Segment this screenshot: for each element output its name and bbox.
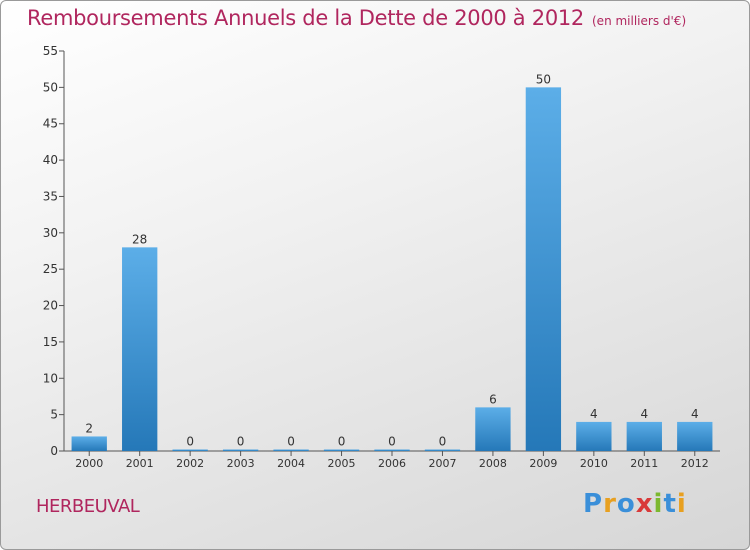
x-tick-label: 2006 [378, 457, 406, 470]
logo-letter: i [653, 489, 664, 519]
bar [424, 449, 461, 451]
x-tick-label: 2012 [681, 457, 709, 470]
y-tick-label: 25 [43, 262, 58, 276]
x-tick-label: 2008 [479, 457, 507, 470]
logo-letter: i [676, 489, 687, 519]
x-tick-label: 2010 [580, 457, 608, 470]
data-label: 0 [287, 435, 295, 449]
y-tick-label: 5 [50, 408, 58, 422]
logo-letter: P [583, 489, 604, 519]
x-tick-label: 2003 [227, 457, 255, 470]
data-label: 4 [691, 407, 699, 421]
y-tick-label: 35 [43, 189, 58, 203]
logo-letter: o [616, 489, 636, 519]
bar [626, 421, 662, 451]
bar [323, 449, 360, 451]
bar [374, 449, 410, 451]
data-label: 0 [388, 435, 396, 449]
logo-letter: r [603, 489, 617, 519]
data-label: 6 [489, 392, 497, 406]
y-tick-label: 55 [43, 44, 58, 58]
data-label: 0 [439, 435, 447, 449]
logo-letter: x [635, 489, 654, 519]
data-label: 0 [237, 435, 245, 449]
data-label: 50 [536, 72, 551, 86]
x-tick-label: 2004 [277, 457, 305, 470]
bar [122, 247, 158, 451]
bars: 2 28 0 0 0 0 0 0 6 50 4 4 4 [71, 72, 713, 451]
bar [222, 449, 259, 451]
bar [525, 87, 562, 451]
title-text: Remboursements Annuels de la Dette de 20… [27, 6, 584, 30]
x-tick-label: 2000 [75, 457, 103, 470]
x-axis: 2000 2001 2002 2003 2004 2005 2006 2007 2008 2009… [64, 450, 720, 470]
y-tick-label: 20 [43, 299, 58, 313]
bar [172, 449, 208, 451]
logo-letter: t [663, 489, 677, 519]
title-unit: (en milliers d'€) [592, 14, 687, 28]
data-label: 0 [338, 435, 346, 449]
data-label: 0 [186, 435, 194, 449]
x-tick-label: 2011 [630, 457, 658, 470]
x-tick-label: 2005 [328, 457, 356, 470]
bar [71, 436, 107, 451]
x-tick-label: 2002 [176, 457, 204, 470]
y-tick-label: 10 [43, 371, 58, 385]
y-tick-label: 15 [43, 335, 58, 349]
chart-title: Remboursements Annuels de la Dette de 20… [27, 6, 686, 30]
bar [576, 421, 612, 451]
proxiti-logo: Proxiti [583, 489, 687, 519]
bar [273, 449, 309, 451]
data-label: 28 [132, 232, 147, 246]
x-tick-label: 2007 [428, 457, 456, 470]
data-label: 2 [85, 421, 93, 435]
y-tick-label: 50 [43, 80, 58, 94]
x-tick-label: 2001 [126, 457, 154, 470]
y-tick-label: 0 [50, 444, 58, 458]
data-label: 4 [590, 407, 598, 421]
bar [677, 421, 713, 451]
y-axis: 0 5 10 15 20 25 30 35 40 45 50 55 [43, 44, 65, 458]
y-tick-label: 40 [43, 153, 58, 167]
y-tick-label: 45 [43, 117, 58, 131]
y-tick-label: 30 [43, 226, 58, 240]
x-tick-label: 2009 [529, 457, 557, 470]
bar [475, 407, 511, 451]
commune-name: HERBEUVAL [36, 496, 140, 517]
data-label: 4 [640, 407, 648, 421]
